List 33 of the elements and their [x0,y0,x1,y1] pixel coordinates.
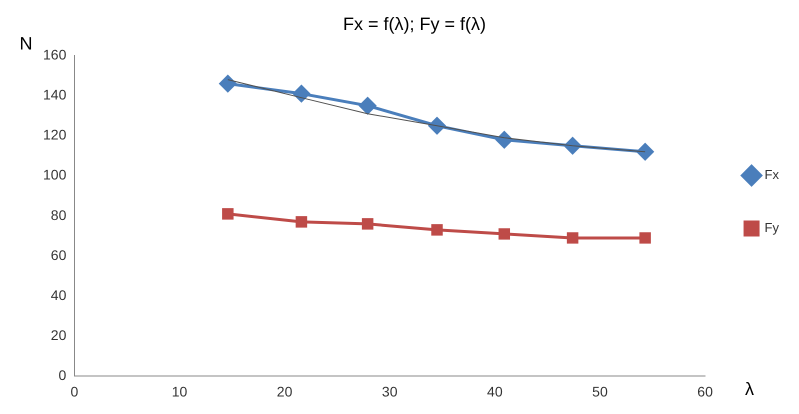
point [566,232,578,244]
y-tick-label: 80 [50,206,67,223]
y-tick-label: 0 [58,367,67,384]
point [431,224,443,236]
point [292,85,310,102]
y-tick-label: 60 [50,246,67,263]
point [362,218,374,230]
y-tick-label: 100 [43,166,67,183]
y-axis-title: N [20,34,32,54]
x-tick-label: 50 [592,383,608,400]
point [222,208,234,220]
legend-label: Fx [764,167,780,182]
point [498,228,510,240]
x-tick-label: 0 [70,383,78,400]
chart-title: Fx = f(λ); Fy = f(λ) [343,14,486,34]
x-axis-title: λ [745,379,754,400]
y-tick-label: 40 [50,286,67,303]
x-tick-label: 60 [697,383,714,400]
x-tick-label: 10 [172,383,188,400]
x-tick-label: 40 [487,383,503,400]
x-tick-label: 20 [276,383,293,400]
point [639,232,651,244]
y-tick-label: 140 [43,86,67,103]
point [359,97,376,114]
point [496,131,513,148]
point [296,216,308,228]
x-tick-label: 30 [382,383,398,400]
y-tick-label: 120 [43,126,67,143]
y-tick-label: 20 [50,326,67,343]
point [219,75,236,92]
y-tick-label: 160 [43,46,67,62]
legend-label: Fy [764,220,780,236]
point [636,143,654,160]
